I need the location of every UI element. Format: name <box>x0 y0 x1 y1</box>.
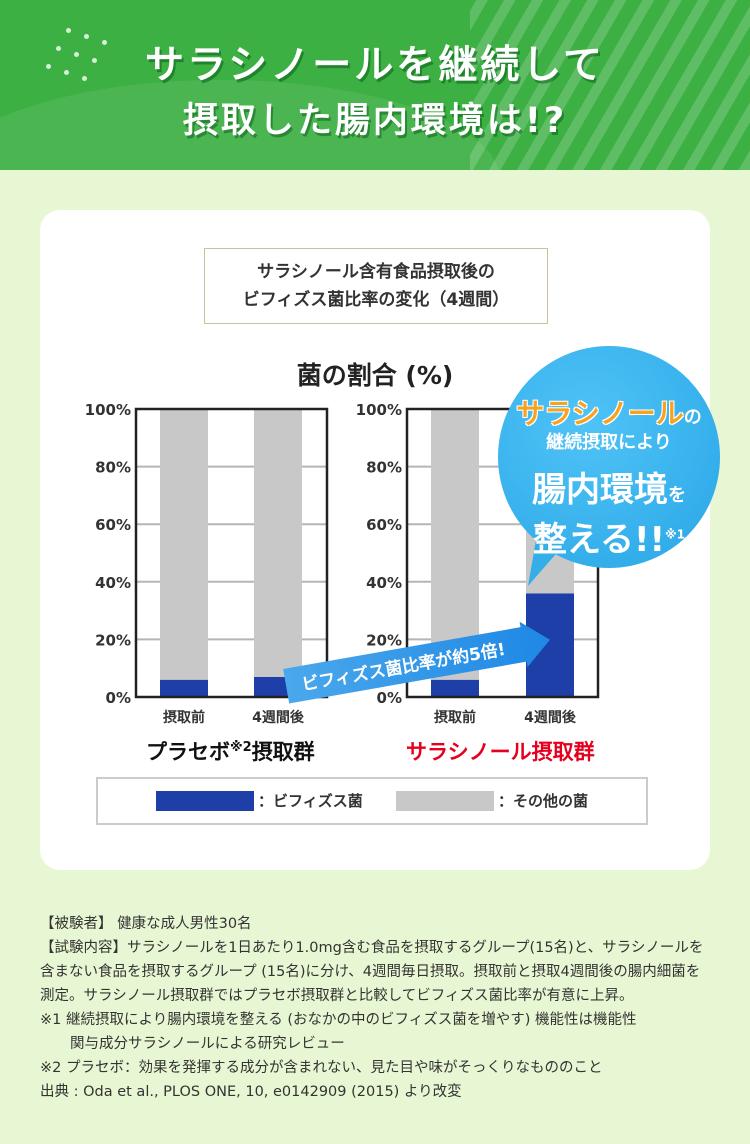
note-2: ※2 プラセボ：効果を発揮する成分が含まれない、見た目や味がそっくりなもののこと <box>40 1060 603 1076</box>
bubble-line3: 腸内環境を <box>498 462 720 511</box>
chart-subtitle-line1: サラシノール含有食品摂取後の <box>257 262 495 282</box>
note-subjects: 【被験者】 健康な成人男性30名 <box>40 916 252 932</box>
bubble-no: の <box>683 407 702 428</box>
x-tick-label: 4週間後 <box>252 709 305 726</box>
legend-label-other: ：その他の菌 <box>498 792 589 810</box>
y-tick-label: 100% <box>85 401 131 419</box>
bubble-line4: 整える!!※1 <box>498 512 720 561</box>
chart-legend: ：ビフィズス菌 ：その他の菌 <box>96 777 648 825</box>
bubble-wo: を <box>668 485 686 506</box>
x-tick-label: 摂取前 <box>163 709 205 726</box>
y-tick-label: 60% <box>366 516 402 534</box>
y-tick-label: 40% <box>366 574 402 592</box>
bubble-line3-main: 腸内環境 <box>532 470 668 510</box>
dots-decoration <box>46 28 146 98</box>
y-tick-label: 80% <box>95 459 131 477</box>
placebo-group-label: プラセボ※2摂取群 <box>146 736 315 766</box>
salacinol-group-label: サラシノール摂取群 <box>406 740 595 764</box>
y-tick-label: 60% <box>95 516 131 534</box>
y-tick-label: 40% <box>95 574 131 592</box>
bar-other <box>254 409 302 677</box>
legend-swatch-bifidus <box>156 791 254 811</box>
bubble-line4-main: 整える!! <box>532 520 665 560</box>
chart-subtitle-box: サラシノール含有食品摂取後の ビフィズス菌比率の変化（4週間） <box>204 248 548 324</box>
y-tick-label: 20% <box>95 631 131 649</box>
bar-bifidus <box>431 679 479 697</box>
plot-frame <box>134 407 329 699</box>
claim-bubble: サラシノールの 継続摂取により 腸内環境を 整える!!※1 <box>498 346 720 568</box>
y-tick-label: 0% <box>106 689 131 707</box>
legend-label-bifidus: ：ビフィズス菌 <box>258 792 363 810</box>
y-tick-label: 80% <box>366 459 402 477</box>
bubble-line1: サラシノールの <box>506 392 712 432</box>
y-tick-label: 100% <box>356 401 402 419</box>
bubble-line2: 継続摂取により <box>546 432 672 453</box>
x-tick-label: 4週間後 <box>524 709 577 726</box>
bubble-brand: サラシノール <box>516 397 684 430</box>
note-1: ※1 継続摂取により腸内環境を整える (おなかの中のビフィズス菌を増やす) 機能… <box>40 1012 637 1028</box>
legend-swatch-other <box>396 791 494 811</box>
placebo-note-mark: ※2 <box>230 740 252 755</box>
bubble-note: ※1 <box>664 527 685 542</box>
y-tick-label: 20% <box>366 631 402 649</box>
page-title-line2: 摂取した腸内環境は!? <box>182 101 568 141</box>
header-stripes-decoration <box>470 0 750 170</box>
bar-bifidus <box>160 679 208 697</box>
bar-other <box>431 409 479 680</box>
placebo-group-label-main: プラセボ <box>146 740 230 764</box>
note-content: 【試験内容】サラシノールを1日あたり1.0mg含む食品を摂取するグループ(15名… <box>40 940 704 1004</box>
chart-subtitle-line2: ビフィズス菌比率の変化（4週間） <box>242 290 510 310</box>
placebo-group-label-tail: 摂取群 <box>251 740 315 764</box>
y-tick-label: 0% <box>377 689 402 707</box>
note-1-cont: 関与成分サラシノールによる研究レビュー <box>70 1036 345 1052</box>
page-title-line1: サラシノールを継続して <box>144 43 606 88</box>
x-tick-label: 摂取前 <box>434 709 476 726</box>
chart-title: 菌の割合 (%) <box>296 361 454 390</box>
note-source: 出典 : Oda et al., PLOS ONE, 10, e0142909 … <box>40 1084 462 1100</box>
footnotes: 【被験者】 健康な成人男性30名 【試験内容】サラシノールを1日あたり1.0mg… <box>40 912 712 1104</box>
bar-other <box>160 409 208 680</box>
header-banner: サラシノールを継続して 摂取した腸内環境は!? <box>0 0 750 170</box>
